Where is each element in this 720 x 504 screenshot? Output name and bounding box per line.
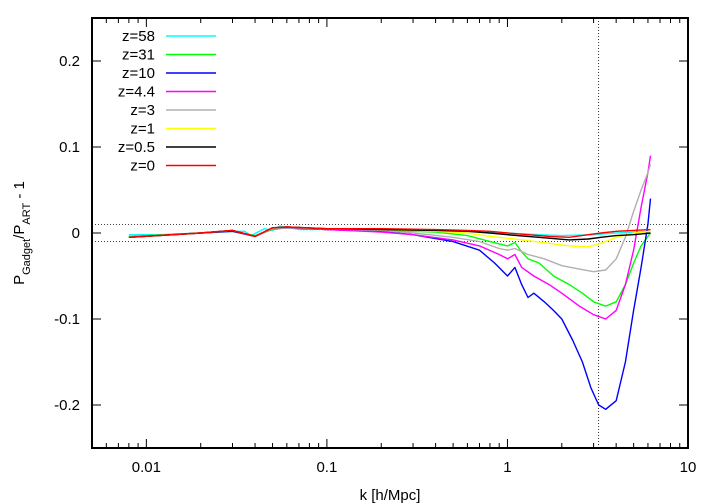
y-tick-label: 0.2 xyxy=(59,53,80,70)
y-tick-label: 0 xyxy=(72,225,80,242)
legend-label: z=58 xyxy=(122,28,155,45)
y-tick-label: -0.1 xyxy=(54,311,80,328)
legend-label: z=3 xyxy=(130,102,155,119)
legend-label: z=31 xyxy=(122,47,155,64)
y-label-tail: - 1 xyxy=(11,181,28,203)
y-label-sub2: ART xyxy=(21,203,33,225)
legend-label: z=0.5 xyxy=(118,139,155,156)
x-tick-label: 0.1 xyxy=(316,459,337,476)
y-axis-label: PGadget/PART - 1 xyxy=(11,181,33,285)
y-tick-label: 0.1 xyxy=(59,139,80,156)
legend-label: z=0 xyxy=(130,158,155,175)
x-tick-label: 1 xyxy=(503,459,511,476)
x-tick-label: 0.01 xyxy=(132,459,161,476)
series-line-z-0 xyxy=(128,226,651,239)
reference-lines xyxy=(92,18,688,448)
series-line-z-3 xyxy=(128,163,652,273)
legend: z=58 z=31z=10 z=4.4z=3 z=1z=0.5 z=0 xyxy=(118,28,216,175)
legend-label: z=4.4 xyxy=(118,84,155,101)
y-label-sep: /P xyxy=(11,225,28,239)
series-line-z-31 xyxy=(128,227,652,307)
series-lines xyxy=(128,155,652,410)
axis-ticks: 0.01 0.1 1 10 0.2 0.1 0 -0.1 -0.2 xyxy=(54,18,696,476)
legend-label: z=1 xyxy=(130,121,155,138)
y-label-sub1: Gadget xyxy=(21,239,33,275)
x-axis-label: k [h/Mpc] xyxy=(360,487,421,504)
x-tick-label: 10 xyxy=(680,459,697,476)
y-label-main: P xyxy=(11,275,28,285)
y-tick-label: -0.2 xyxy=(54,397,80,414)
legend-label: z=10 xyxy=(122,65,155,82)
